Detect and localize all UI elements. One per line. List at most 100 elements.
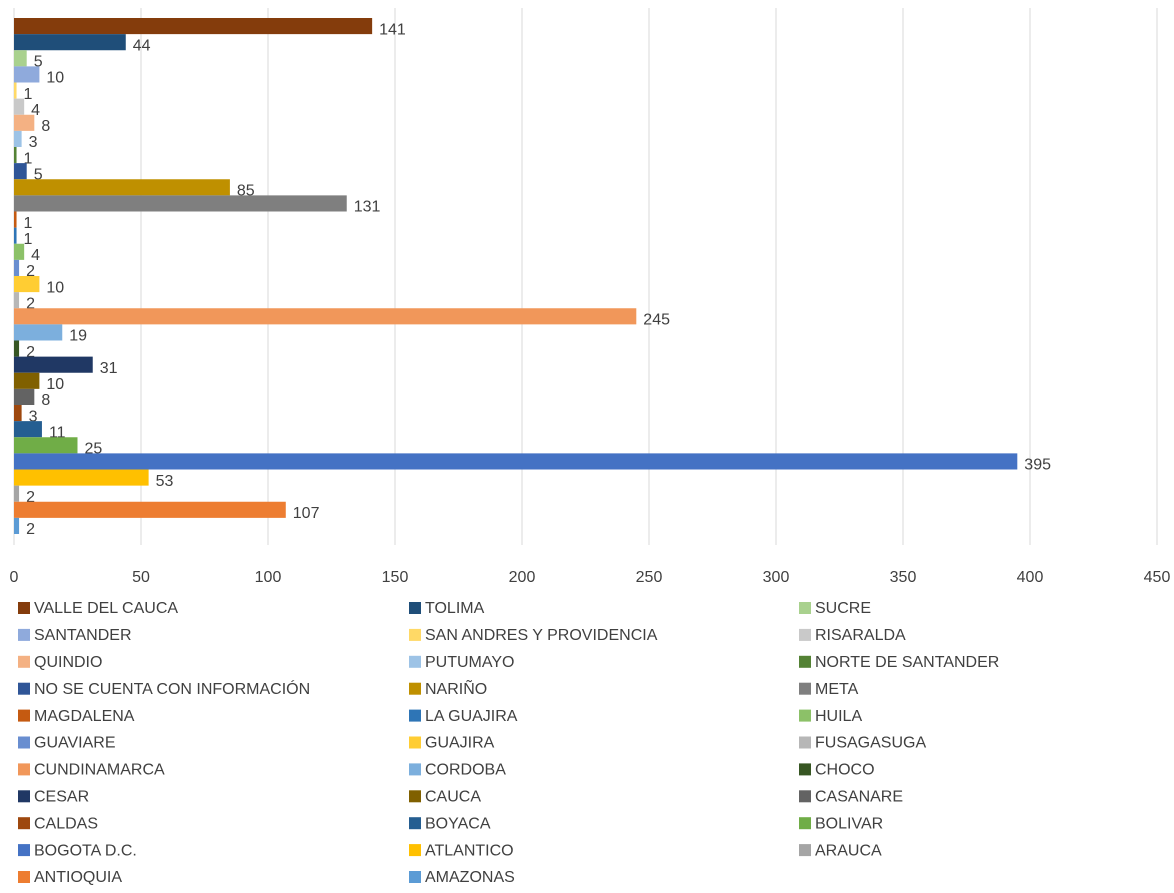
bar (14, 227, 17, 244)
bar (14, 437, 78, 454)
legend-swatch (409, 655, 421, 668)
legend-label: HUILA (815, 708, 862, 725)
bar (14, 195, 347, 212)
data-label: 4 (31, 247, 40, 264)
data-label: 1 (24, 150, 33, 167)
legend-label: CAUCA (425, 789, 481, 806)
legend-label: BOGOTA D.C. (34, 842, 137, 859)
x-tick-label: 400 (1017, 569, 1044, 586)
legend-swatch (18, 790, 30, 803)
x-tick-label: 100 (255, 569, 282, 586)
bar (14, 34, 126, 51)
legend-swatch (18, 602, 30, 614)
legend-label: ANTIOQUIA (34, 869, 122, 886)
legend-swatch (18, 817, 30, 830)
legend-label: PUTUMAYO (425, 654, 514, 671)
x-tick-label: 450 (1144, 569, 1171, 586)
bar (14, 276, 40, 293)
legend-label: NO SE CUENTA CON INFORMACIÓN (34, 679, 310, 698)
bar (14, 50, 27, 67)
legend-label: SUCRE (815, 600, 871, 617)
data-label: 53 (156, 473, 174, 490)
legend-swatch (799, 602, 811, 614)
bar (14, 308, 637, 325)
bar (14, 147, 17, 164)
data-label: 8 (41, 118, 50, 135)
legend-label: CESAR (34, 789, 89, 806)
bar (14, 501, 286, 518)
data-label: 131 (354, 199, 381, 216)
bar (14, 114, 35, 131)
legend-label: META (815, 681, 859, 698)
legend-swatch (18, 763, 30, 776)
data-label: 31 (100, 360, 118, 377)
data-label: 10 (46, 279, 64, 296)
bar (14, 469, 149, 486)
data-label: 3 (29, 134, 38, 151)
data-label: 10 (46, 376, 64, 393)
bar (14, 243, 25, 260)
legend-swatch (18, 628, 30, 641)
bar (14, 372, 40, 389)
data-label: 2 (26, 263, 35, 280)
legend-swatch (409, 682, 421, 695)
data-label: 1 (24, 231, 33, 248)
bar (14, 453, 1018, 470)
legend-swatch (18, 682, 30, 695)
data-label: 85 (237, 183, 255, 200)
legend-swatch (18, 871, 30, 883)
bar (14, 340, 20, 357)
legend-label: GUAVIARE (34, 735, 116, 752)
x-tick-label: 200 (509, 569, 536, 586)
data-label: 2 (26, 344, 35, 361)
legend-label: AMAZONAS (425, 869, 515, 886)
data-label: 245 (643, 312, 670, 329)
data-label: 395 (1024, 457, 1051, 474)
bar (14, 66, 40, 83)
legend-label: CORDOBA (425, 762, 506, 779)
legend-label: ATLANTICO (425, 842, 514, 859)
legend-swatch (18, 844, 30, 857)
data-label: 8 (41, 392, 50, 409)
data-label: 2 (26, 521, 35, 538)
legend-label: MAGDALENA (34, 708, 135, 725)
x-tick-label: 50 (132, 569, 150, 586)
bar (14, 421, 42, 438)
bar (14, 130, 22, 147)
bar (14, 517, 20, 534)
legend-label: BOLIVAR (815, 815, 883, 832)
data-label: 19 (69, 328, 87, 345)
x-tick-label: 300 (763, 569, 790, 586)
legend-label: TOLIMA (425, 600, 485, 617)
legend-swatch (799, 682, 811, 695)
legend-swatch (409, 736, 421, 749)
data-label: 5 (34, 54, 43, 71)
legend-label: VALLE DEL CAUCA (34, 600, 178, 617)
legend-swatch (18, 736, 30, 749)
legend-label: CALDAS (34, 815, 98, 832)
legend-swatch (799, 709, 811, 722)
legend-swatch (799, 628, 811, 641)
bar (14, 259, 20, 276)
legend-label: GUAJIRA (425, 735, 495, 752)
data-label: 3 (29, 408, 38, 425)
bar (14, 82, 17, 99)
legend-label: QUINDIO (34, 654, 102, 671)
legend-label: NORTE DE SANTANDER (815, 654, 999, 671)
legend-swatch (409, 628, 421, 641)
legend-swatch (409, 844, 421, 857)
legend-swatch (409, 817, 421, 830)
bar (14, 211, 17, 228)
legend-label: ARAUCA (815, 842, 882, 859)
legend-swatch (409, 709, 421, 722)
bar (14, 292, 20, 309)
legend-label: SANTANDER (34, 627, 132, 644)
legend-label: RISARALDA (815, 627, 906, 644)
legend-swatch (409, 871, 421, 883)
data-label: 4 (31, 102, 40, 119)
data-label: 107 (293, 505, 320, 522)
x-tick-label: 350 (890, 569, 917, 586)
data-label: 25 (85, 441, 103, 458)
legend-label: FUSAGASUGA (815, 735, 926, 752)
